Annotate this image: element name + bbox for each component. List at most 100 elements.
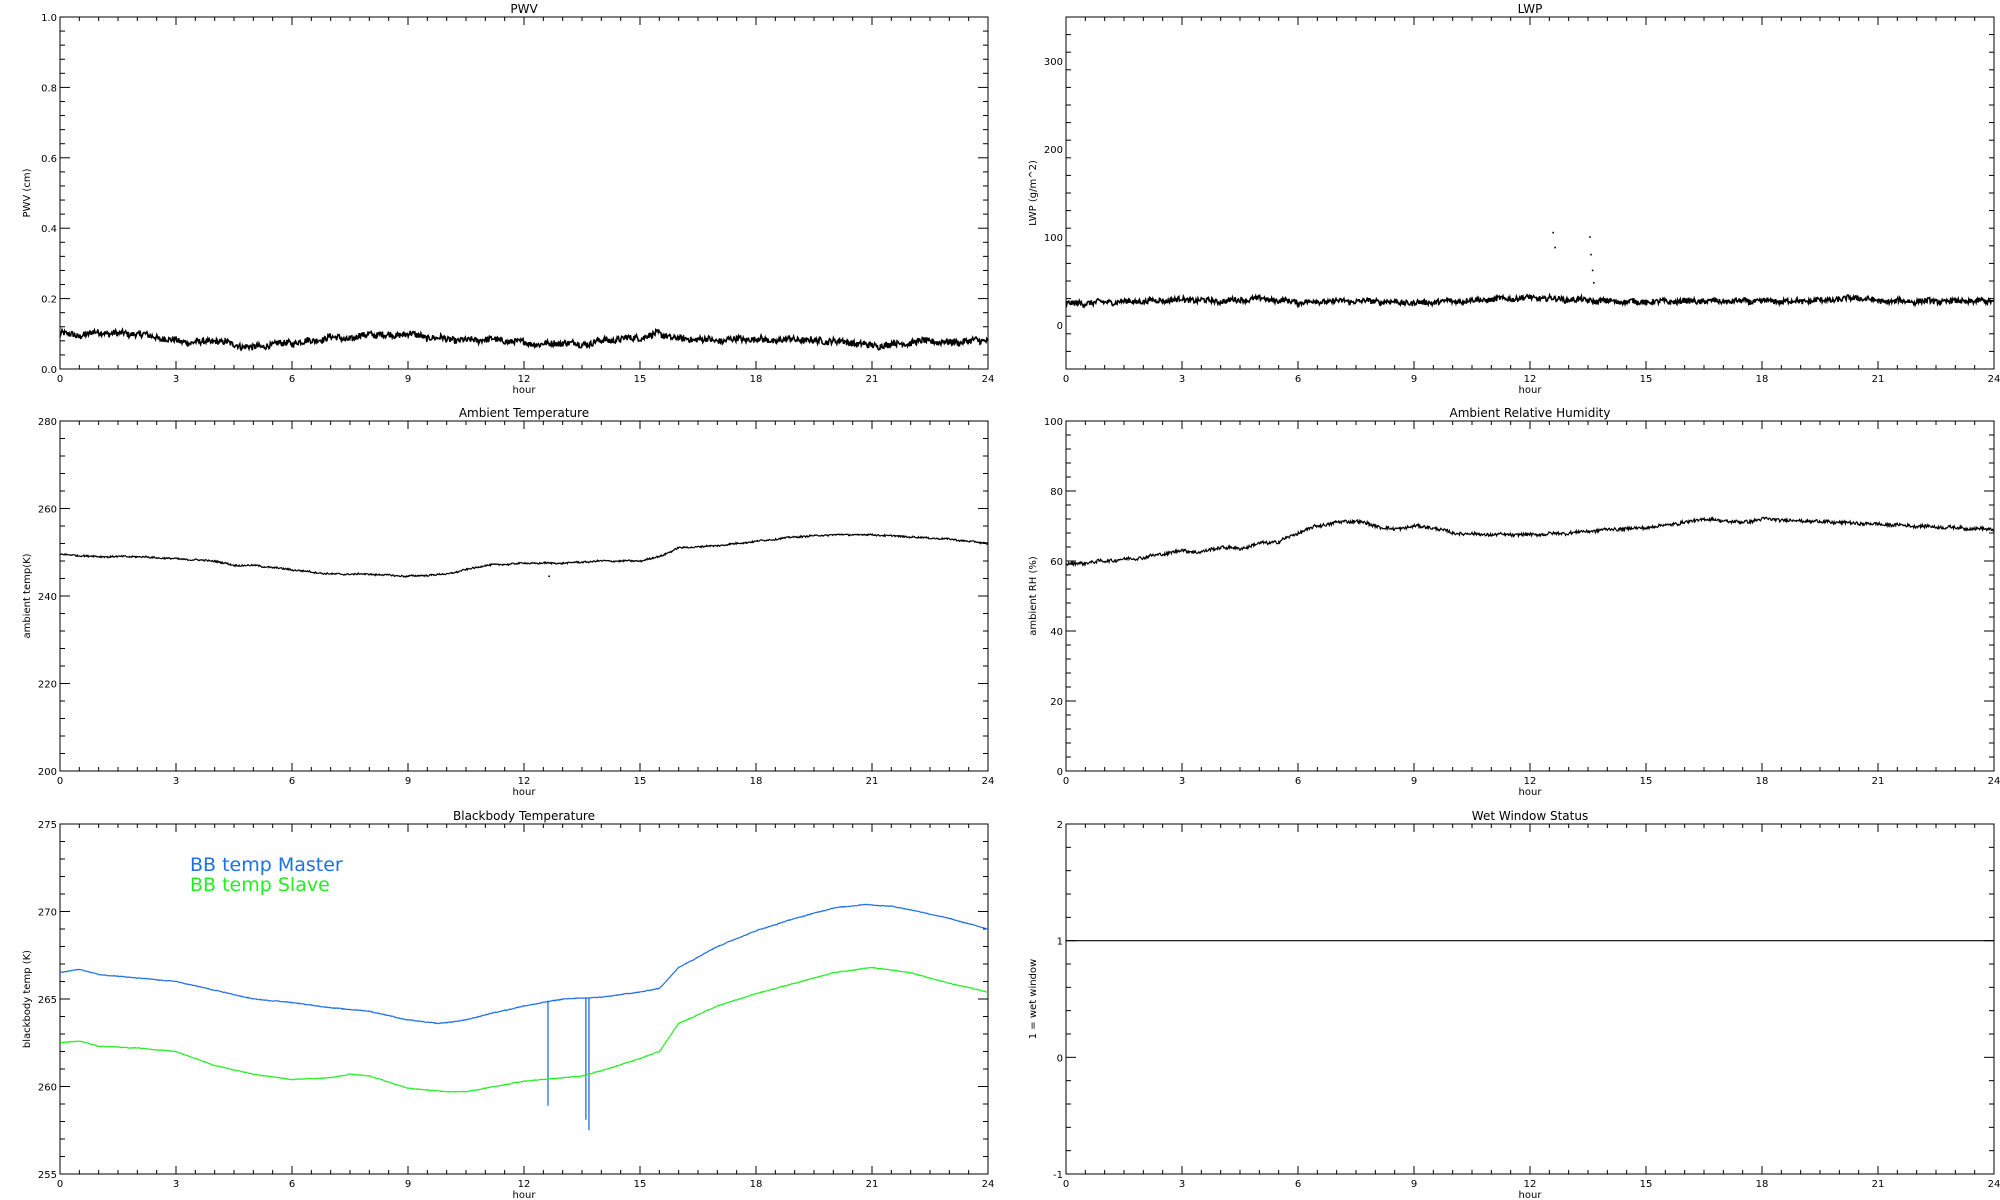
- x-tick-label: 6: [1295, 374, 1301, 385]
- y-tick-label: 0: [1057, 767, 1063, 778]
- x-tick-label: 3: [173, 1179, 179, 1190]
- y-tick-label: 260: [38, 1083, 57, 1094]
- y-axis-label: LWP (g/m^2): [1028, 160, 1039, 226]
- x-tick-label: 3: [1179, 374, 1185, 385]
- y-tick-label: 2: [1057, 820, 1063, 831]
- x-tick-label: 9: [1411, 776, 1417, 787]
- y-tick-label: 270: [38, 908, 57, 919]
- plot-frame: [1065, 16, 1995, 370]
- panel-4: Ambient Relative Humidity 0 3 6 9 12 15 18 21 24 h…: [1028, 406, 2000, 798]
- x-tick-label: 18: [1756, 1179, 1769, 1190]
- x-tick-label: 12: [1524, 1179, 1537, 1190]
- x-tick-label: 12: [518, 776, 531, 787]
- panel-3: Ambient Temperature 0 3 6 9 12 15 18 21 24 hour 200…: [22, 406, 994, 798]
- y-tick-label: 1: [1057, 937, 1063, 948]
- y-tick-label: 60: [1050, 557, 1063, 568]
- x-tick-label: 24: [1988, 1179, 2000, 1190]
- legend-entry: BB temp Master: [190, 854, 343, 876]
- plot-frame: [1065, 420, 1995, 772]
- y-axis-label: PWV (cm): [22, 168, 33, 217]
- x-tick-label: 24: [982, 374, 995, 385]
- data-point: [1591, 269, 1594, 272]
- x-tick-label: 21: [1872, 1179, 1885, 1190]
- x-tick-label: 12: [1524, 776, 1537, 787]
- x-tick-label: 15: [634, 776, 647, 787]
- y-tick-label: 0: [1057, 321, 1063, 332]
- x-tick-label: 0: [1063, 374, 1069, 385]
- legend-entry: BB temp Slave: [190, 874, 330, 896]
- y-tick-label: 100: [1044, 233, 1063, 244]
- chart-title: Wet Window Status: [1472, 809, 1588, 823]
- x-tick-label: 21: [866, 374, 879, 385]
- series-1: [1066, 292, 1994, 309]
- series-line: [60, 966, 988, 1093]
- x-axis-label: hour: [513, 787, 537, 798]
- y-tick-label: -1: [1053, 1170, 1063, 1181]
- y-tick-label: 80: [1050, 487, 1063, 498]
- y-tick-label: 0.8: [41, 83, 57, 94]
- x-tick-label: 21: [1872, 374, 1885, 385]
- y-tick-label: 0.6: [41, 154, 57, 165]
- y-axis-label: ambient temp(K): [22, 553, 33, 638]
- panel-1: PWV 0 3 6 9 12 15 18 21 24 hour 0.0 0.2 0.4 0.6 0.8 1.0 P…: [22, 2, 994, 396]
- y-tick-label: 255: [38, 1170, 57, 1181]
- x-tick-label: 9: [405, 776, 411, 787]
- x-tick-label: 6: [1295, 776, 1301, 787]
- x-tick-label: 15: [1640, 374, 1653, 385]
- x-axis-label: hour: [513, 1190, 537, 1200]
- x-tick-label: 0: [57, 374, 63, 385]
- data-point: [1593, 281, 1595, 284]
- x-tick-label: 21: [866, 1179, 879, 1190]
- x-tick-label: 6: [1295, 1179, 1301, 1190]
- x-tick-label: 6: [289, 374, 295, 385]
- y-tick-label: 20: [1050, 697, 1063, 708]
- x-tick-label: 0: [57, 776, 63, 787]
- x-tick-label: 24: [982, 776, 995, 787]
- x-tick-label: 12: [1524, 374, 1537, 385]
- x-tick-label: 12: [518, 374, 531, 385]
- panel-2: LWP 0 3 6 9 12 15 18 21 24 hour 0 100 200 300 LWP (g/m^…: [1028, 2, 2000, 396]
- y-tick-label: 0: [1057, 1053, 1063, 1064]
- x-tick-label: 9: [1411, 1179, 1417, 1190]
- series-1: [60, 327, 988, 352]
- series-1: [60, 903, 988, 1131]
- x-tick-label: 15: [634, 374, 647, 385]
- plot-frame: [59, 16, 989, 370]
- data-point: [1589, 236, 1591, 238]
- data-point: [548, 575, 550, 578]
- x-axis-label: hour: [1519, 385, 1543, 396]
- x-tick-label: 6: [289, 776, 295, 787]
- x-tick-label: 9: [405, 1179, 411, 1190]
- y-axis-label: ambient RH (%): [1028, 556, 1039, 636]
- x-tick-label: 0: [1063, 1179, 1069, 1190]
- y-tick-label: 0.2: [41, 295, 57, 306]
- x-tick-label: 15: [634, 1179, 647, 1190]
- y-tick-label: 300: [1044, 57, 1063, 68]
- x-axis-label: hour: [1519, 1190, 1543, 1200]
- y-tick-label: 220: [38, 680, 57, 691]
- x-tick-label: 24: [1988, 776, 2000, 787]
- x-tick-label: 18: [750, 1179, 763, 1190]
- x-tick-label: 15: [1640, 776, 1653, 787]
- x-tick-label: 6: [289, 1179, 295, 1190]
- y-tick-label: 275: [38, 820, 57, 831]
- x-tick-label: 21: [1872, 776, 1885, 787]
- chart-title: PWV: [510, 2, 538, 16]
- y-tick-label: 240: [38, 592, 57, 603]
- series-1: [60, 532, 988, 578]
- y-tick-label: 0.0: [41, 365, 57, 376]
- y-tick-label: 40: [1050, 627, 1063, 638]
- y-axis-label: blackbody temp (K): [22, 950, 33, 1048]
- x-axis-label: hour: [513, 385, 537, 396]
- series-line: [60, 903, 988, 1025]
- x-tick-label: 18: [750, 374, 763, 385]
- y-tick-label: 280: [38, 417, 57, 428]
- data-point: [1590, 253, 1592, 256]
- data-point: [1554, 246, 1556, 249]
- series-line: [60, 532, 988, 578]
- plot-frame: [59, 420, 989, 772]
- chart-title: Blackbody Temperature: [453, 809, 595, 823]
- chart-title: LWP: [1518, 2, 1543, 16]
